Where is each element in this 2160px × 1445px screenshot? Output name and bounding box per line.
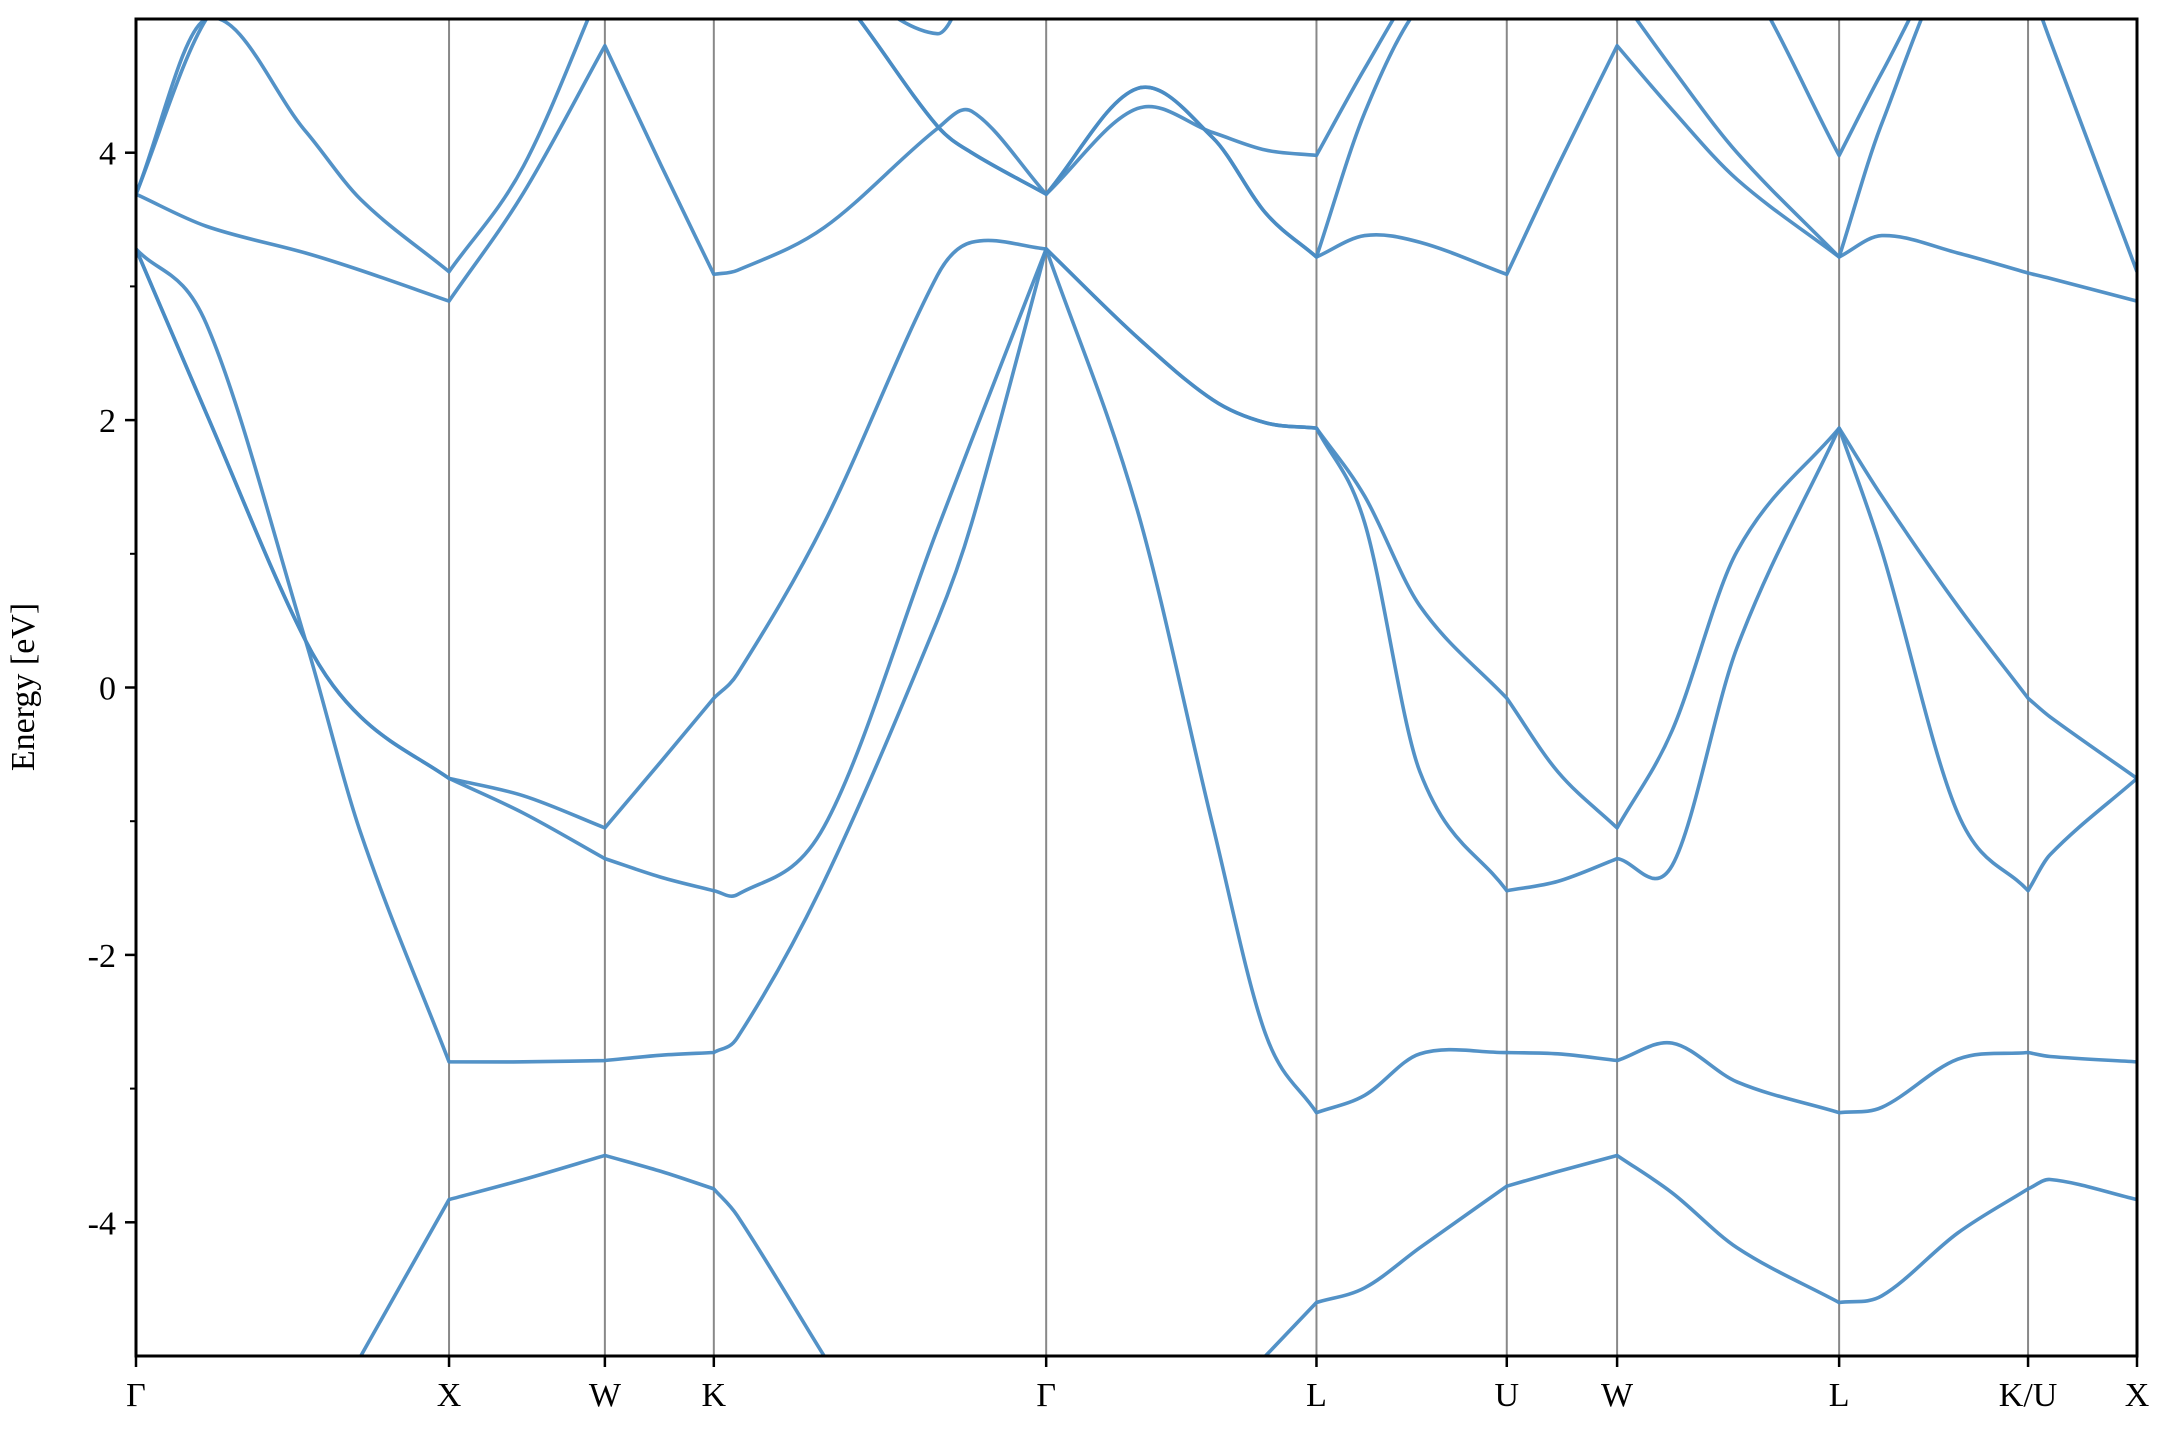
band-line [136,19,1912,196]
x-tick-label: Γ [126,1377,146,1414]
x-tick-label: W [589,1377,622,1414]
x-tick-label: X [437,1377,462,1414]
band-line [359,1153,2137,1356]
band-line [895,19,954,36]
x-tick-label: X [2125,1377,2150,1414]
x-tick-label: Γ [1036,1377,1056,1414]
x-tick-label: K/U [1999,1377,2058,1414]
band-line [136,238,2137,830]
band-line [136,19,2137,274]
y-tick-label: 2 [99,403,116,440]
y-tick-label: 0 [99,671,116,708]
y-tick-label: -4 [88,1205,116,1242]
y-tick-label: -2 [88,938,116,975]
y-axis-label: Energy [eV] [5,603,42,771]
x-tick-label: U [1494,1377,1519,1414]
plot-frame [134,17,2139,1358]
x-tick-label: L [1829,1377,1850,1414]
x-tick-label: L [1306,1377,1327,1414]
y-tick-label: 4 [99,136,116,173]
x-tick-label: K [702,1377,727,1414]
band-line [136,247,2137,1115]
band-line [136,247,2137,899]
x-tick-label: W [1601,1377,1634,1414]
